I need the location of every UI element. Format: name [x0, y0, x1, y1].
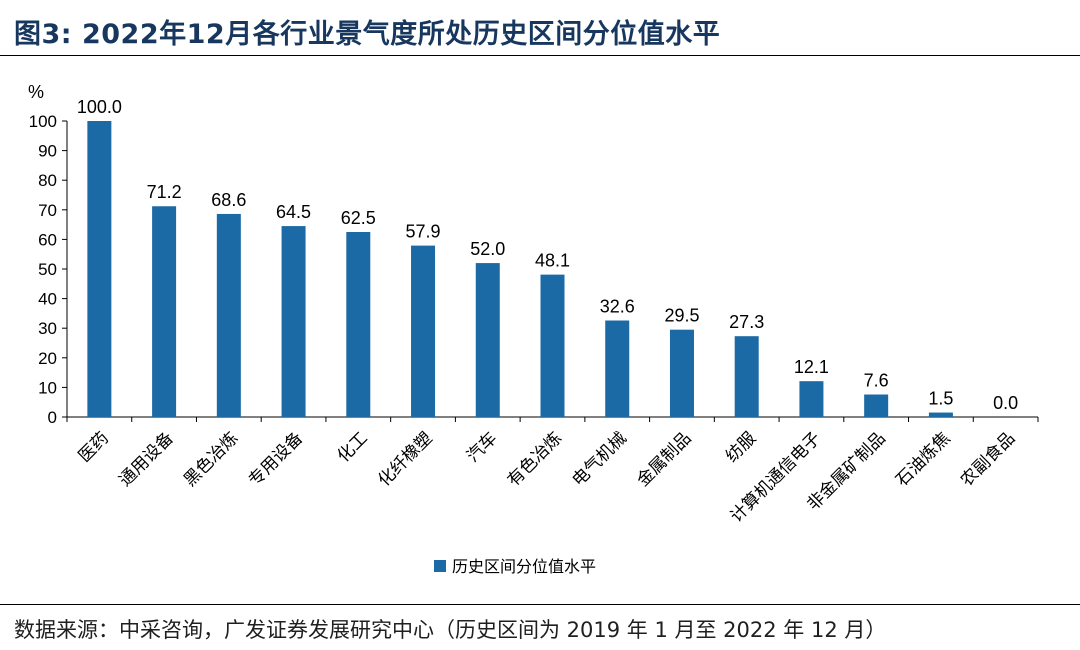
data-label: 57.9: [406, 222, 441, 242]
bar-chart: % 0 10 20 30 40 50 60 70 80 90 100 100.0 医药 71.2 通用设备 68…: [28, 82, 1039, 576]
data-label: 32.6: [600, 297, 635, 317]
bar-13: [864, 394, 889, 417]
data-label: 29.5: [664, 306, 699, 326]
bar-3: [216, 213, 241, 417]
data-label: 48.1: [535, 251, 570, 271]
data-label: 52.0: [470, 239, 505, 259]
y-tick-label: 80: [38, 171, 57, 190]
category-label: 黑色冶炼: [180, 428, 242, 490]
category-label: 专用设备: [245, 428, 307, 490]
category-label: 汽车: [463, 428, 501, 466]
y-tick-label: 100: [29, 112, 57, 131]
legend-label: 历史区间分位值水平: [452, 557, 596, 576]
bar-10: [669, 329, 694, 417]
data-label: 0.0: [993, 393, 1018, 413]
source-divider: [0, 604, 1080, 605]
y-tick-label: 40: [38, 290, 57, 309]
category-label: 化纤橡塑: [374, 428, 436, 490]
bar-5: [346, 232, 371, 417]
y-tick-label: 30: [38, 319, 57, 338]
data-label: 12.1: [794, 357, 829, 377]
bar-1: [87, 121, 112, 417]
legend-swatch: [434, 560, 446, 572]
y-tick-label: 70: [38, 201, 57, 220]
category-label: 纺服: [722, 428, 760, 466]
category-label: 农副食品: [957, 428, 1019, 490]
bar-8: [540, 274, 565, 417]
data-label: 68.6: [211, 190, 246, 210]
y-tick-label: 60: [38, 230, 57, 249]
category-label: 化工: [334, 428, 372, 466]
data-label: 64.5: [276, 202, 311, 222]
bar-4: [281, 226, 306, 417]
data-label: 1.5: [928, 389, 953, 409]
data-label: 71.2: [147, 182, 182, 202]
y-tick-label: 0: [48, 408, 57, 427]
bar-11: [734, 336, 759, 417]
data-label: 100.0: [77, 97, 122, 117]
bar-2: [152, 206, 177, 417]
data-label: 27.3: [729, 312, 764, 332]
data-label: 62.5: [341, 208, 376, 228]
bar-14: [928, 412, 953, 417]
category-label: 有色冶炼: [504, 428, 566, 490]
y-tick-label: 90: [38, 142, 57, 161]
category-label: 石油炼焦: [892, 428, 954, 490]
category-label: 金属制品: [633, 428, 695, 490]
bar-9: [605, 320, 630, 417]
y-tick-label: 20: [38, 349, 57, 368]
data-label: 7.6: [864, 371, 889, 391]
title-divider: [0, 55, 1080, 56]
y-tick-label: 10: [38, 378, 57, 397]
bar-12: [799, 381, 824, 417]
bar-6: [411, 245, 436, 417]
bar-7: [475, 263, 500, 417]
category-label: 通用设备: [115, 428, 177, 490]
category-label: 医药: [75, 428, 113, 466]
category-label: 电气机械: [569, 428, 631, 490]
chart-title: 图3: 2022年12月各行业景气度所处历史区间分位值水平: [14, 19, 721, 50]
y-tick-label: 50: [38, 260, 57, 279]
source-note: 数据来源：中采咨询，广发证券发展研究中心（历史区间为 2019 年 1 月至 2…: [14, 618, 887, 642]
y-unit-label: %: [28, 82, 44, 102]
